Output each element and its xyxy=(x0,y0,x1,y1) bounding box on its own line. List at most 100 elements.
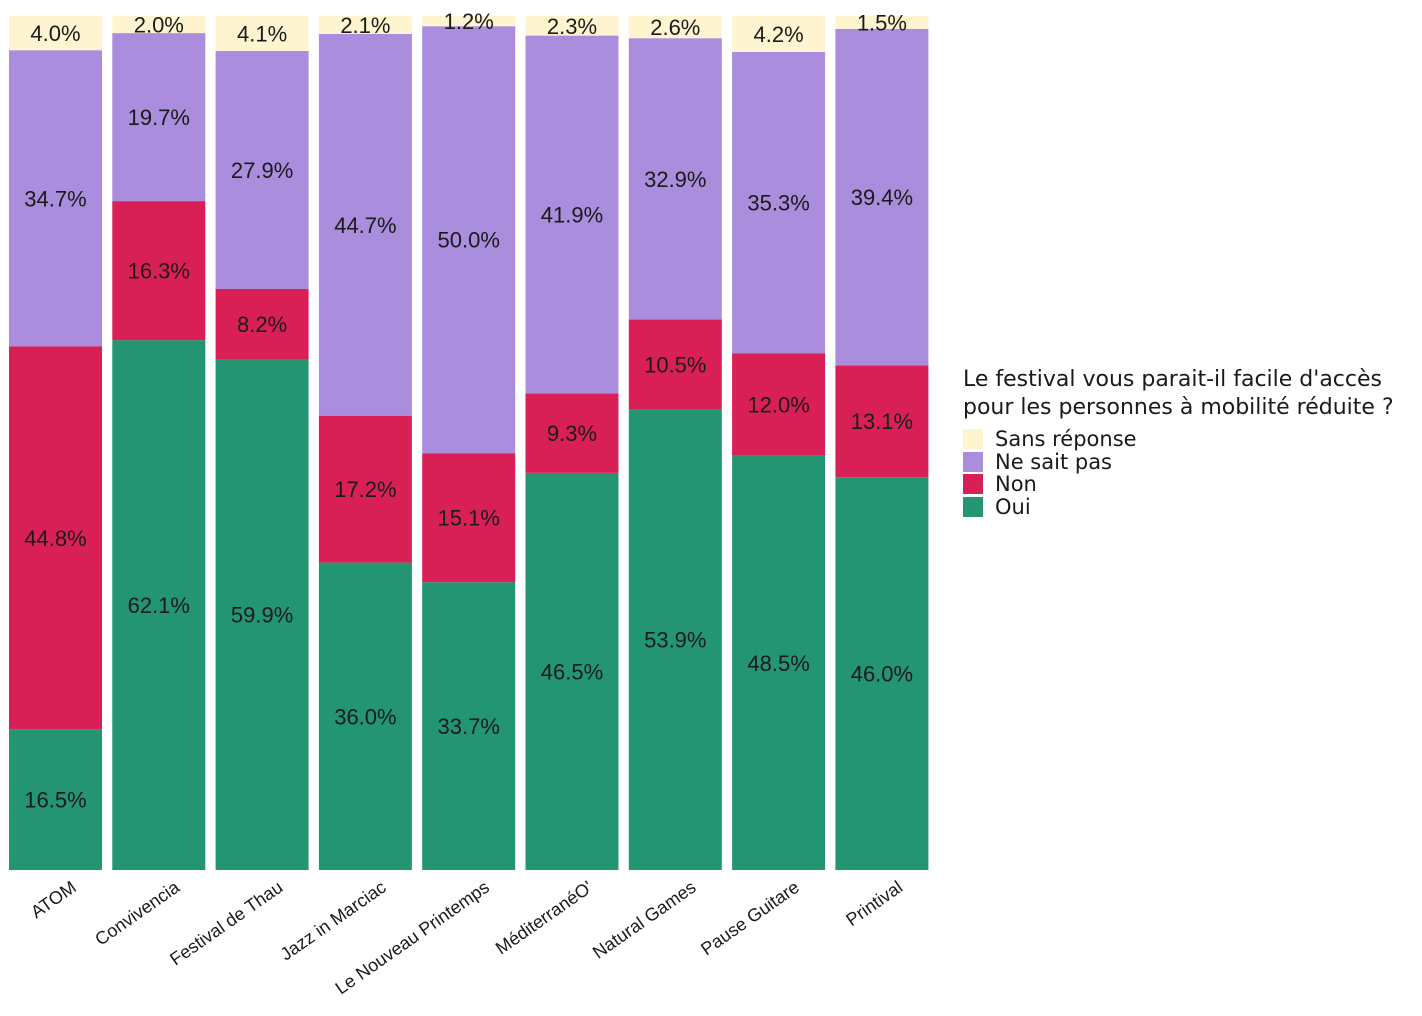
legend-swatch-oui xyxy=(963,496,983,517)
bar-convivencia-non xyxy=(112,201,206,341)
bar-mediterraneo-non xyxy=(525,393,619,473)
data-label-festival-de-thau-oui: 59.9% xyxy=(231,603,293,628)
x-tick-label-natural-games: Natural Games xyxy=(589,877,700,963)
data-label-natural-games-oui: 53.9% xyxy=(644,628,706,653)
data-label-mediterraneo-sans-reponse: 2.3% xyxy=(547,14,597,39)
data-label-convivencia-non: 16.3% xyxy=(128,259,190,284)
data-label-atom-non: 44.8% xyxy=(24,526,86,551)
data-label-jazz-in-marciac-non: 17.2% xyxy=(334,477,396,502)
bar-mediterraneo-sans-reponse xyxy=(525,16,619,36)
data-label-natural-games-sans-reponse: 2.6% xyxy=(650,15,700,40)
bar-printival-sans-reponse xyxy=(835,16,929,29)
bar-festival-de-thau-sans-reponse xyxy=(215,16,309,51)
data-label-pause-guitare-oui: 48.5% xyxy=(747,651,809,676)
bar-natural-games-non xyxy=(628,319,722,410)
bar-atom-oui xyxy=(9,729,102,870)
data-label-convivencia-oui: 62.1% xyxy=(128,593,190,618)
legend-label-sans-reponse: Sans réponse xyxy=(995,427,1137,452)
bar-pause-guitare-oui xyxy=(732,455,826,870)
data-label-mediterraneo-ne-sait-pas: 41.9% xyxy=(541,203,603,228)
legend-title: Le festival vous parait-il facile d'accè… xyxy=(963,366,1394,422)
data-label-printival-non: 13.1% xyxy=(851,409,913,434)
bar-printival-ne-sait-pas xyxy=(835,28,929,366)
bar-le-nouveau-printemps-oui xyxy=(422,582,516,870)
x-tick-label-mediterraneo: MéditerranéO' xyxy=(492,877,596,958)
x-tick-label-festival-de-thau: Festival de Thau xyxy=(166,877,286,970)
data-label-natural-games-ne-sait-pas: 32.9% xyxy=(644,167,706,192)
data-label-le-nouveau-printemps-ne-sait-pas: 50.0% xyxy=(438,228,500,253)
bar-convivencia-ne-sait-pas xyxy=(112,33,206,202)
data-label-pause-guitare-non: 12.0% xyxy=(747,393,809,418)
bar-natural-games-ne-sait-pas xyxy=(628,38,722,320)
bar-jazz-in-marciac-sans-reponse xyxy=(318,16,412,34)
bar-festival-de-thau-non xyxy=(215,289,309,359)
data-label-jazz-in-marciac-oui: 36.0% xyxy=(334,704,396,729)
legend-label-non: Non xyxy=(995,472,1037,497)
bar-jazz-in-marciac-non xyxy=(318,415,412,563)
data-label-le-nouveau-printemps-non: 15.1% xyxy=(438,506,500,531)
data-label-atom-sans-reponse: 4.0% xyxy=(30,21,80,46)
legend-swatch-ne-sait-pas xyxy=(963,451,983,472)
data-label-printival-oui: 46.0% xyxy=(851,662,913,687)
legend-item-sans-reponse: Sans réponse xyxy=(963,428,1394,451)
data-label-le-nouveau-printemps-sans-reponse: 1.2% xyxy=(444,9,494,34)
bar-atom-sans-reponse xyxy=(9,16,102,51)
data-label-festival-de-thau-sans-reponse: 4.1% xyxy=(237,22,287,47)
x-tick-label-jazz-in-marciac: Jazz in Marciac xyxy=(277,877,390,965)
data-label-mediterraneo-oui: 46.5% xyxy=(541,659,603,684)
data-label-pause-guitare-ne-sait-pas: 35.3% xyxy=(747,191,809,216)
segment-labels-group: 16.5% 44.8% 34.7% 4.0% 62.1% 16.3% 19.7% 2.0% 59… xyxy=(24,9,913,812)
x-tick-label-printival: Printival xyxy=(842,877,906,930)
bar-le-nouveau-printemps-sans-reponse xyxy=(422,16,516,27)
bar-pause-guitare-ne-sait-pas xyxy=(732,51,826,354)
legend-item-ne-sait-pas: Ne sait pas xyxy=(963,451,1394,474)
legend-swatch-sans-reponse xyxy=(963,429,983,450)
data-label-festival-de-thau-ne-sait-pas: 27.9% xyxy=(231,158,293,183)
bar-mediterraneo-oui xyxy=(525,472,619,870)
data-label-atom-oui: 16.5% xyxy=(24,788,86,813)
bar-natural-games-oui xyxy=(628,409,722,870)
bars-group xyxy=(9,16,929,870)
data-label-atom-ne-sait-pas: 34.7% xyxy=(24,186,86,211)
x-tick-label-pause-guitare: Pause Guitare xyxy=(697,877,803,959)
x-tick-label-atom: ATOM xyxy=(27,877,80,922)
data-label-natural-games-non: 10.5% xyxy=(644,352,706,377)
data-label-printival-ne-sait-pas: 39.4% xyxy=(851,185,913,210)
bar-jazz-in-marciac-ne-sait-pas xyxy=(318,33,412,416)
bar-convivencia-sans-reponse xyxy=(112,16,206,34)
data-label-convivencia-ne-sait-pas: 19.7% xyxy=(128,105,190,130)
bar-le-nouveau-printemps-non xyxy=(422,453,516,583)
bar-festival-de-thau-oui xyxy=(215,359,309,870)
data-label-le-nouveau-printemps-oui: 33.7% xyxy=(438,714,500,739)
bar-le-nouveau-printemps-ne-sait-pas xyxy=(422,26,516,454)
bar-atom-non xyxy=(9,346,102,730)
data-label-festival-de-thau-non: 8.2% xyxy=(237,312,287,337)
legend-label-oui: Oui xyxy=(995,494,1031,519)
legend-title-line1: Le festival vous parait-il facile d'accè… xyxy=(963,367,1382,392)
legend: Le festival vous parait-il facile d'accè… xyxy=(963,366,1394,518)
data-label-convivencia-sans-reponse: 2.0% xyxy=(134,13,184,38)
legend-item-oui: Oui xyxy=(963,496,1394,519)
data-label-mediterraneo-non: 9.3% xyxy=(547,421,597,446)
bar-natural-games-sans-reponse xyxy=(628,16,722,39)
legend-label-ne-sait-pas: Ne sait pas xyxy=(995,449,1112,474)
x-tick-label-convivencia: Convivencia xyxy=(91,876,184,949)
bar-convivencia-oui xyxy=(112,340,206,870)
data-label-jazz-in-marciac-sans-reponse: 2.1% xyxy=(340,13,390,38)
legend-swatch-non xyxy=(963,474,983,495)
bar-festival-de-thau-ne-sait-pas xyxy=(215,51,309,289)
bar-mediterraneo-ne-sait-pas xyxy=(525,35,619,394)
bar-printival-non xyxy=(835,365,929,478)
bar-atom-ne-sait-pas xyxy=(9,50,102,347)
bar-pause-guitare-non xyxy=(732,353,826,456)
data-label-pause-guitare-sans-reponse: 4.2% xyxy=(754,22,804,47)
bar-printival-oui xyxy=(835,477,929,870)
legend-title-line2: pour les personnes à mobilité réduite ? xyxy=(963,395,1394,420)
bar-pause-guitare-sans-reponse xyxy=(732,16,826,52)
data-label-jazz-in-marciac-ne-sait-pas: 44.7% xyxy=(334,213,396,238)
legend-item-non: Non xyxy=(963,473,1394,496)
data-label-printival-sans-reponse: 1.5% xyxy=(857,10,907,35)
bar-jazz-in-marciac-oui xyxy=(318,562,412,870)
